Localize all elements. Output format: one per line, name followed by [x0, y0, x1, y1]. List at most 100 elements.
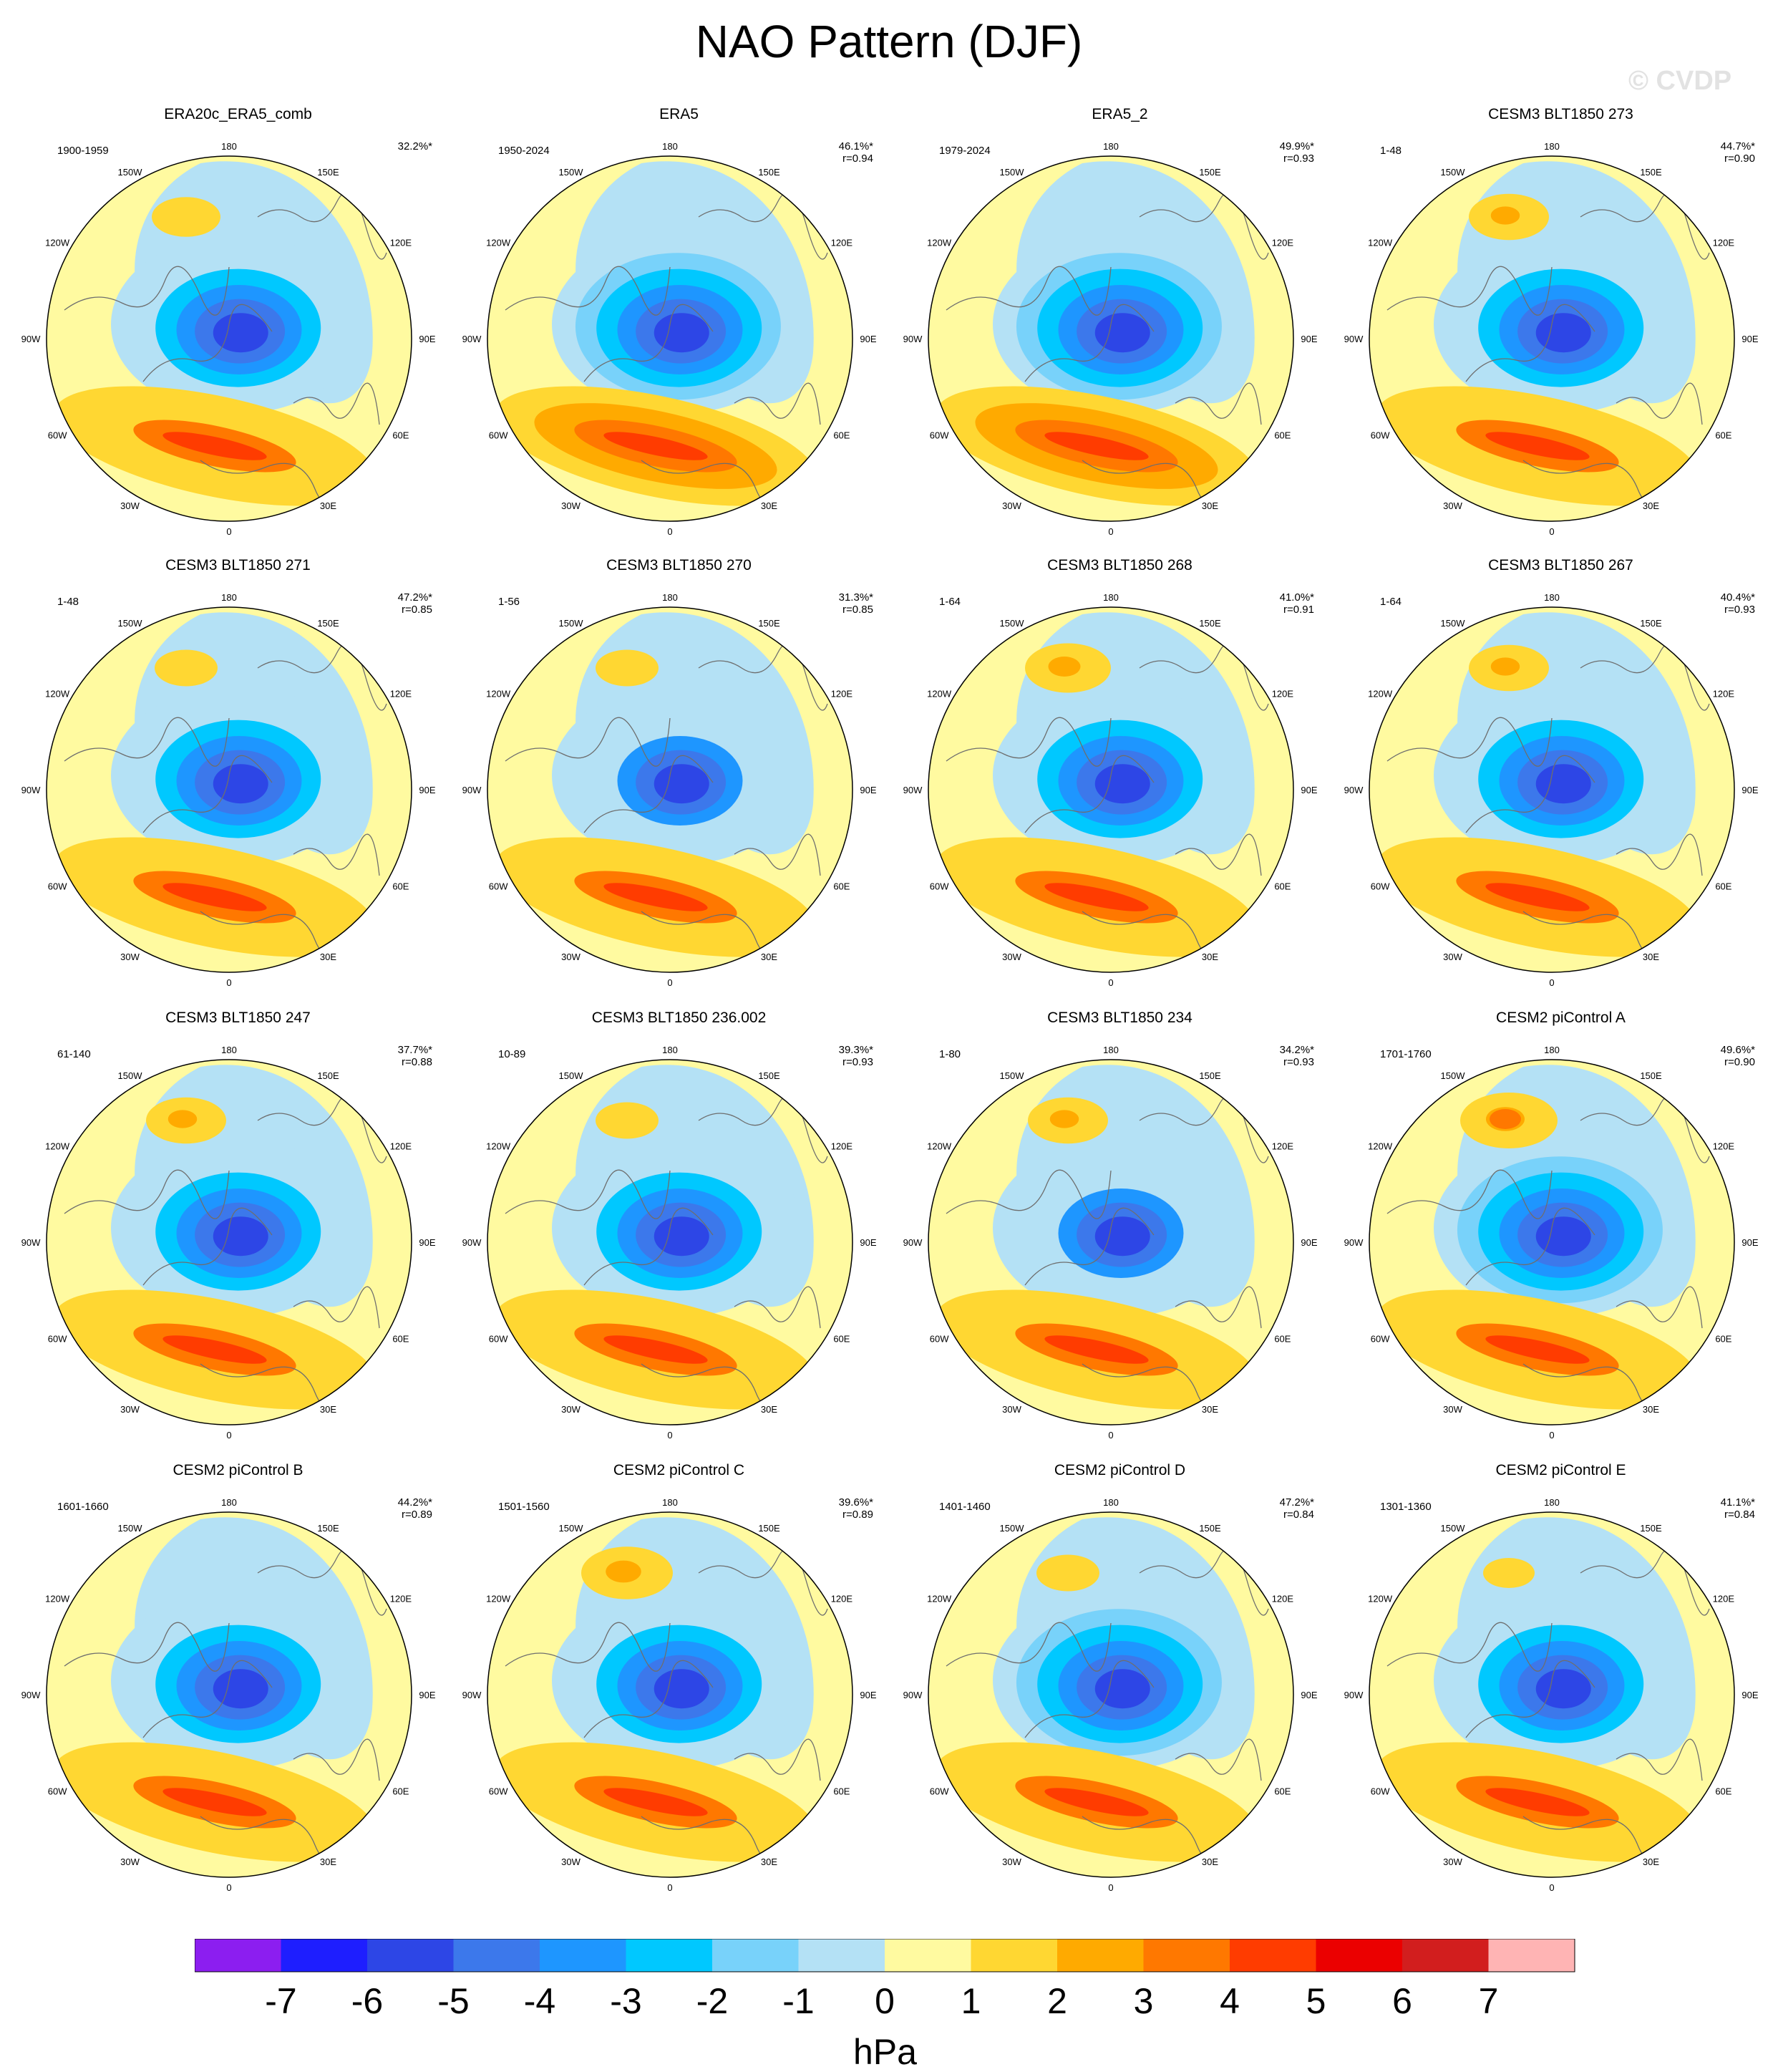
- polar-map: 180 150E 120E 90E 60E 30E 0 30W 60W 90W 120W 150W: [21, 141, 436, 537]
- longitude-label: 120W: [927, 1141, 952, 1152]
- panel-years: 1-80: [939, 1048, 961, 1060]
- longitude-label: 0: [1108, 526, 1113, 537]
- map-panel: ERA20c_ERA5_comb 1900-1959 32.2%* 180 150E 12…: [18, 106, 458, 557]
- longitude-label: 120W: [1368, 689, 1393, 699]
- longitude-label: 30E: [1202, 952, 1218, 962]
- panel-years: 1701-1760: [1380, 1048, 1432, 1060]
- pattern-correlation: r=0.90: [1724, 1056, 1755, 1068]
- longitude-label: 120W: [45, 1594, 70, 1604]
- longitude-label: 90E: [1301, 1690, 1317, 1700]
- colorbar-tick-label: 5: [1306, 1981, 1326, 2021]
- longitude-label: 60E: [1274, 430, 1291, 441]
- colorbar-swatch: [1488, 1939, 1575, 1972]
- longitude-label: 150W: [1000, 167, 1025, 178]
- longitude-label: 120E: [1272, 238, 1294, 248]
- panel-years: 1-64: [1380, 596, 1402, 608]
- longitude-label: 180: [662, 1497, 678, 1508]
- longitude-label: 90E: [1301, 1237, 1317, 1248]
- panel-years: 1301-1360: [1380, 1501, 1432, 1513]
- watermark: © CVDP: [1628, 66, 1732, 96]
- longitude-label: 120E: [390, 1594, 412, 1604]
- longitude-label: 90E: [860, 334, 876, 344]
- longitude-label: 30W: [561, 500, 580, 511]
- longitude-label: 30E: [1643, 1856, 1659, 1867]
- longitude-label: 120W: [1368, 1141, 1393, 1152]
- colorbar-tick-label: -1: [782, 1981, 814, 2021]
- polar-map: 180 150E 120E 90E 60E 30E 0 30W 60W 90W 120W 150W: [462, 1045, 877, 1441]
- longitude-label: 60W: [1371, 1786, 1390, 1797]
- longitude-label: 150W: [1441, 618, 1466, 629]
- longitude-label: 0: [1549, 1430, 1554, 1441]
- longitude-label: 30W: [561, 1404, 580, 1415]
- longitude-label: 60E: [833, 1334, 850, 1345]
- longitude-label: 60W: [489, 430, 508, 441]
- map-panel: CESM2 piControl B 1601-1660 44.2%* r=0.89 18…: [18, 1462, 458, 1913]
- longitude-label: 150E: [317, 618, 339, 629]
- longitude-label: 0: [1108, 1882, 1113, 1893]
- longitude-label: 30W: [120, 1856, 140, 1867]
- explained-variance: 49.6%*: [1720, 1044, 1755, 1056]
- map-panel: ERA5_2 1979-2024 49.9%* r=0.93 180 150E 120E 90…: [900, 106, 1340, 557]
- page-title: NAO Pattern (DJF): [695, 16, 1083, 67]
- longitude-label: 90E: [860, 1690, 876, 1700]
- longitude-label: 90W: [903, 1237, 923, 1248]
- longitude-label: 180: [1103, 592, 1119, 603]
- longitude-label: 90E: [1741, 1237, 1758, 1248]
- longitude-label: 150W: [559, 1523, 584, 1534]
- longitude-label: 180: [1103, 141, 1119, 152]
- longitude-label: 120W: [927, 1594, 952, 1604]
- longitude-label: 30W: [1443, 952, 1462, 962]
- longitude-label: 150E: [758, 618, 780, 629]
- longitude-label: 60W: [930, 1334, 949, 1345]
- panel-stats: 41.0%* r=0.91: [1280, 591, 1314, 616]
- longitude-label: 150E: [1199, 1070, 1221, 1081]
- longitude-label: 60W: [930, 1786, 949, 1797]
- panel-stats: 47.2%* r=0.85: [398, 591, 432, 616]
- longitude-label: 60E: [392, 1786, 409, 1797]
- panel-stats: 49.6%* r=0.90: [1721, 1044, 1755, 1068]
- pattern-correlation: r=0.90: [1724, 153, 1755, 165]
- colorbar-tick-label: -3: [610, 1981, 641, 2021]
- explained-variance: 49.9%*: [1279, 140, 1314, 153]
- panel-title: ERA5_2: [1092, 106, 1148, 122]
- longitude-label: 120W: [486, 1594, 511, 1604]
- colorbar-swatch: [195, 1939, 281, 1972]
- longitude-label: 150E: [1640, 1523, 1662, 1534]
- polar-map: 180 150E 120E 90E 60E 30E 0 30W 60W 90W 120W 150W: [21, 1497, 436, 1893]
- pattern-correlation: r=0.89: [842, 1509, 873, 1521]
- longitude-label: 30W: [1443, 1404, 1462, 1415]
- longitude-label: 60E: [1274, 1786, 1291, 1797]
- colorbar-swatch: [626, 1939, 713, 1972]
- longitude-label: 120W: [45, 238, 70, 248]
- longitude-label: 0: [667, 526, 672, 537]
- longitude-label: 30E: [761, 500, 777, 511]
- longitude-label: 30E: [320, 952, 336, 962]
- panel-stats: 37.7%* r=0.88: [398, 1044, 432, 1068]
- longitude-label: 150W: [1441, 167, 1466, 178]
- colorbar-tick-label: 1: [961, 1981, 981, 2021]
- longitude-label: 180: [662, 592, 678, 603]
- panel-stats: 39.3%* r=0.93: [839, 1044, 873, 1068]
- longitude-label: 0: [1549, 526, 1554, 537]
- longitude-label: 30E: [1643, 1404, 1659, 1415]
- colorbar-swatch: [367, 1939, 454, 1972]
- longitude-label: 0: [226, 526, 231, 537]
- longitude-label: 180: [662, 141, 678, 152]
- longitude-label: 30E: [1202, 500, 1218, 511]
- panel-stats: 32.2%*: [398, 140, 432, 153]
- explained-variance: 37.7%*: [397, 1044, 432, 1056]
- colorbar-tick-label: 7: [1479, 1981, 1499, 2021]
- panel-years: 1-48: [57, 596, 79, 608]
- longitude-label: 60E: [392, 430, 409, 441]
- longitude-label: 150E: [1199, 167, 1221, 178]
- longitude-label: 60W: [489, 1786, 508, 1797]
- panel-years: 10-89: [498, 1048, 526, 1060]
- longitude-label: 180: [221, 141, 237, 152]
- longitude-label: 0: [667, 977, 672, 988]
- longitude-label: 90W: [462, 785, 482, 795]
- longitude-label: 90W: [462, 1237, 482, 1248]
- longitude-label: 60E: [392, 1334, 409, 1345]
- colorbar-tick-label: -5: [437, 1981, 469, 2021]
- explained-variance: 31.3%*: [838, 591, 873, 604]
- polar-map: 180 150E 120E 90E 60E 30E 0 30W 60W 90W 120W 150W: [903, 1045, 1318, 1441]
